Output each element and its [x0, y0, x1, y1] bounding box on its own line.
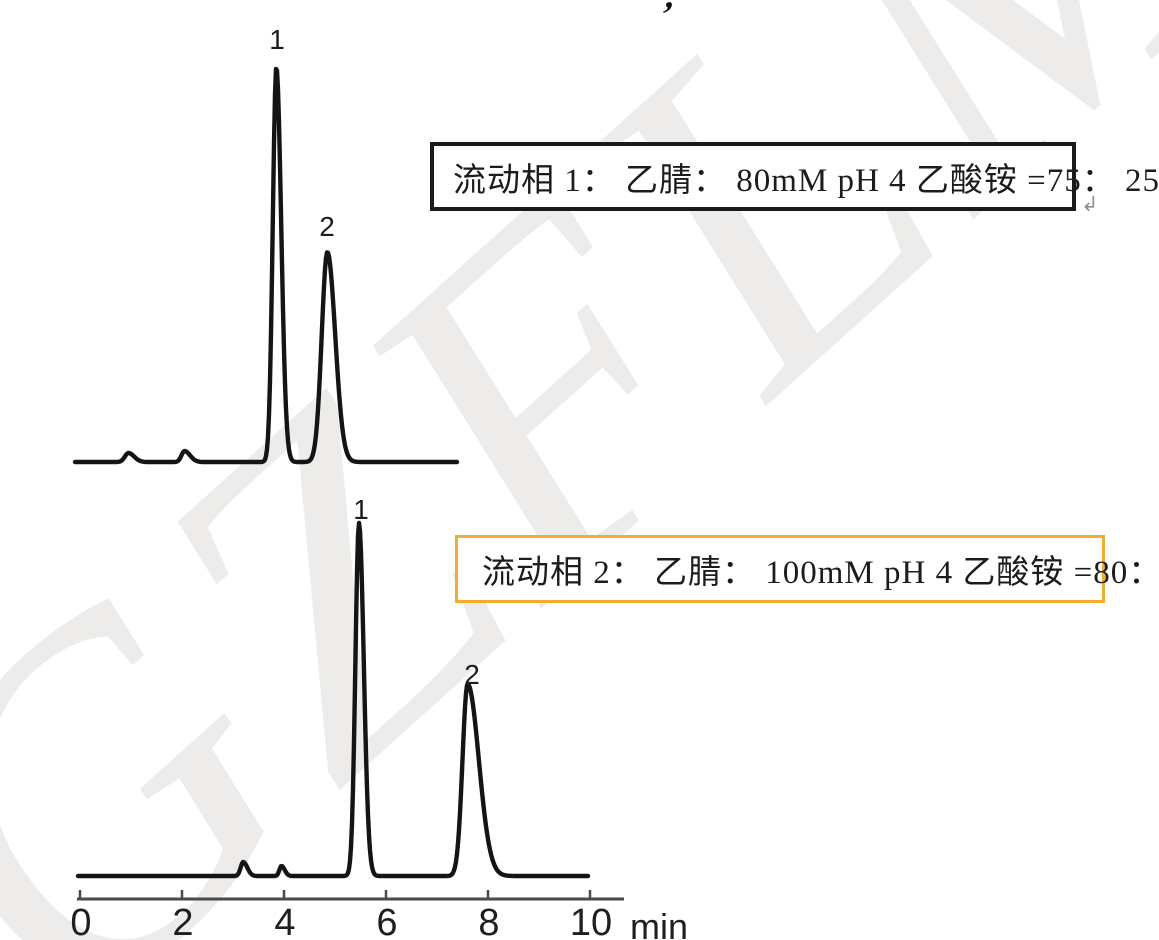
axis-tick-8: 8: [478, 902, 500, 940]
return-mark-icon: ↲: [1081, 193, 1099, 216]
axis-tick-4: 4: [274, 902, 296, 940]
chromatogram-mobile-phase-2-trace: [75, 520, 591, 879]
peak-label-top-2: 2: [319, 211, 335, 242]
axis-unit-label: min: [630, 906, 689, 940]
time-axis: [77, 890, 624, 901]
mobile-phase-2-text: 流动相 2： 乙腈： 100mM pH 4 乙酸铵 =80： 20: [482, 555, 1159, 591]
axis-tick-0: 0: [70, 902, 92, 940]
mobile-phase-2-box: 流动相 2： 乙腈： 100mM pH 4 乙酸铵 =80： 20 ↲: [455, 535, 1159, 603]
axis-tick-2: 2: [172, 902, 194, 940]
mobile-phase-1-text: 流动相 1： 乙腈： 80mM pH 4 乙酸铵 =75： 25: [453, 162, 1159, 199]
peak-label-bottom-1: 1: [353, 494, 369, 525]
axis-tick-6: 6: [376, 902, 398, 940]
axis-tick-10: 10: [569, 902, 613, 940]
peak-label-bottom-2: 2: [464, 659, 480, 690]
mobile-phase-1-box: 流动相 1： 乙腈： 80mM pH 4 乙酸铵 =75： 25 ↲: [430, 142, 1159, 211]
chromatogram-mobile-phase-1-trace: [72, 66, 460, 465]
peak-label-top-1: 1: [269, 24, 285, 55]
